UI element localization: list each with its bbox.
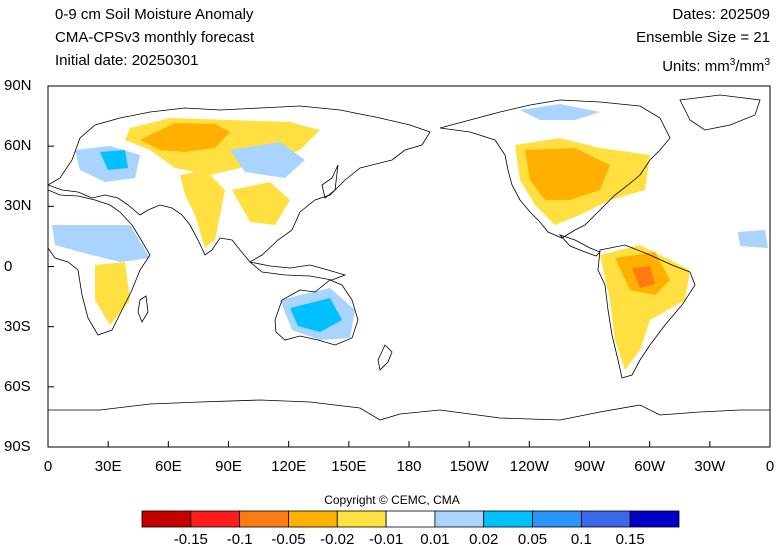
sahel-wet-region [52,225,150,262]
greenland-coastline [679,94,761,131]
colorbar-tick-label: -0.15 [173,531,208,548]
colorbar-swatch [141,510,192,528]
siberia-wet-region [230,142,305,178]
colorbar-swatch [239,510,289,528]
lon-label: 60W [634,458,666,475]
model-name: CMA-CPSv3 monthly forecast [55,29,255,46]
lon-label: 120W [509,458,549,475]
copyright-notice: Copyright © CEMC, CMA [324,493,460,507]
lon-label: 90E [215,458,242,475]
lon-label: 0 [43,458,53,475]
lat-label: 30N [4,197,32,215]
japan-coastline [321,164,339,199]
lon-label: 150W [449,458,489,475]
antarctica-coastline [48,399,770,421]
lon-label: 180 [396,458,422,475]
colorbar-swatch [434,510,485,528]
africa-coastline [48,189,151,336]
colorbar-tick-label: -0.02 [320,531,355,548]
colorbar-swatch [385,510,436,528]
south-america-coastline [597,244,696,379]
colorbar-swatch [580,510,631,528]
colorbar-swatch [336,510,387,528]
lat-label: 60N [4,137,32,155]
map-title: 0-9 cm Soil Moisture Anomaly [55,6,254,23]
lat-label: 90N [4,77,32,94]
central-america-coastline [558,234,601,257]
arctic-wet-region [520,104,600,120]
colorbar [141,510,680,528]
amazon-dry-center [632,266,655,288]
southern-africa-dry-region [95,262,130,325]
australia-wet-core [290,298,342,332]
colorbar-swatch [483,510,533,528]
north-america-dry-core [525,148,610,200]
colorbar-tick-label: -0.05 [271,531,306,548]
central-asia-dry-core [140,123,230,152]
lon-label: 0 [765,458,775,475]
colorbar-tick-label: 0.05 [517,531,548,548]
east-africa-wet-region [738,230,768,248]
east-asia-dry-region [232,182,290,225]
lat-label: 60S [4,377,31,395]
colorbar-tick-label: 0.15 [615,531,645,548]
lon-label: 60E [154,458,182,475]
east-europe-wet-core [100,150,128,170]
axis-ticks [47,85,771,448]
ensemble-size: Ensemble Size = 21 [636,29,770,46]
north-america-coastline [439,99,671,239]
new-zealand-coastline [377,344,393,371]
anomaly-shading [52,104,768,370]
colorbar-swatch [190,510,241,528]
lon-label: 90W [574,458,605,475]
lat-label: 30S [4,317,31,335]
colorbar-swatch [629,510,680,528]
initial-date: Initial date: 20250301 [55,52,199,69]
madagascar-coastline [137,295,149,323]
units-label: Units: mm3/mm3 [662,57,770,75]
lat-label: 0 [4,257,13,275]
colorbar-tick-label: -0.01 [368,531,404,548]
lon-label: 150E [331,458,367,475]
colorbar-tick-label: 0.01 [420,531,450,548]
lon-label: 30W [694,458,726,475]
australia-coastline [274,279,359,346]
lat-label: 90S [4,438,31,455]
coastlines [48,94,770,421]
colorbar-tick-label: 0.02 [469,531,499,548]
lon-label: 120E [271,458,307,475]
colorbar-tick-label: -0.1 [226,531,253,548]
lon-label: 30E [94,458,122,475]
eurasia-coastline [48,105,431,263]
india-dry-region [180,170,225,248]
colorbar-swatch [532,510,582,528]
indonesia-coastline [249,261,347,281]
colorbar-tick-label: 0.1 [570,531,592,548]
forecast-dates: Dates: 202509 [672,6,770,23]
colorbar-swatch [288,510,338,528]
